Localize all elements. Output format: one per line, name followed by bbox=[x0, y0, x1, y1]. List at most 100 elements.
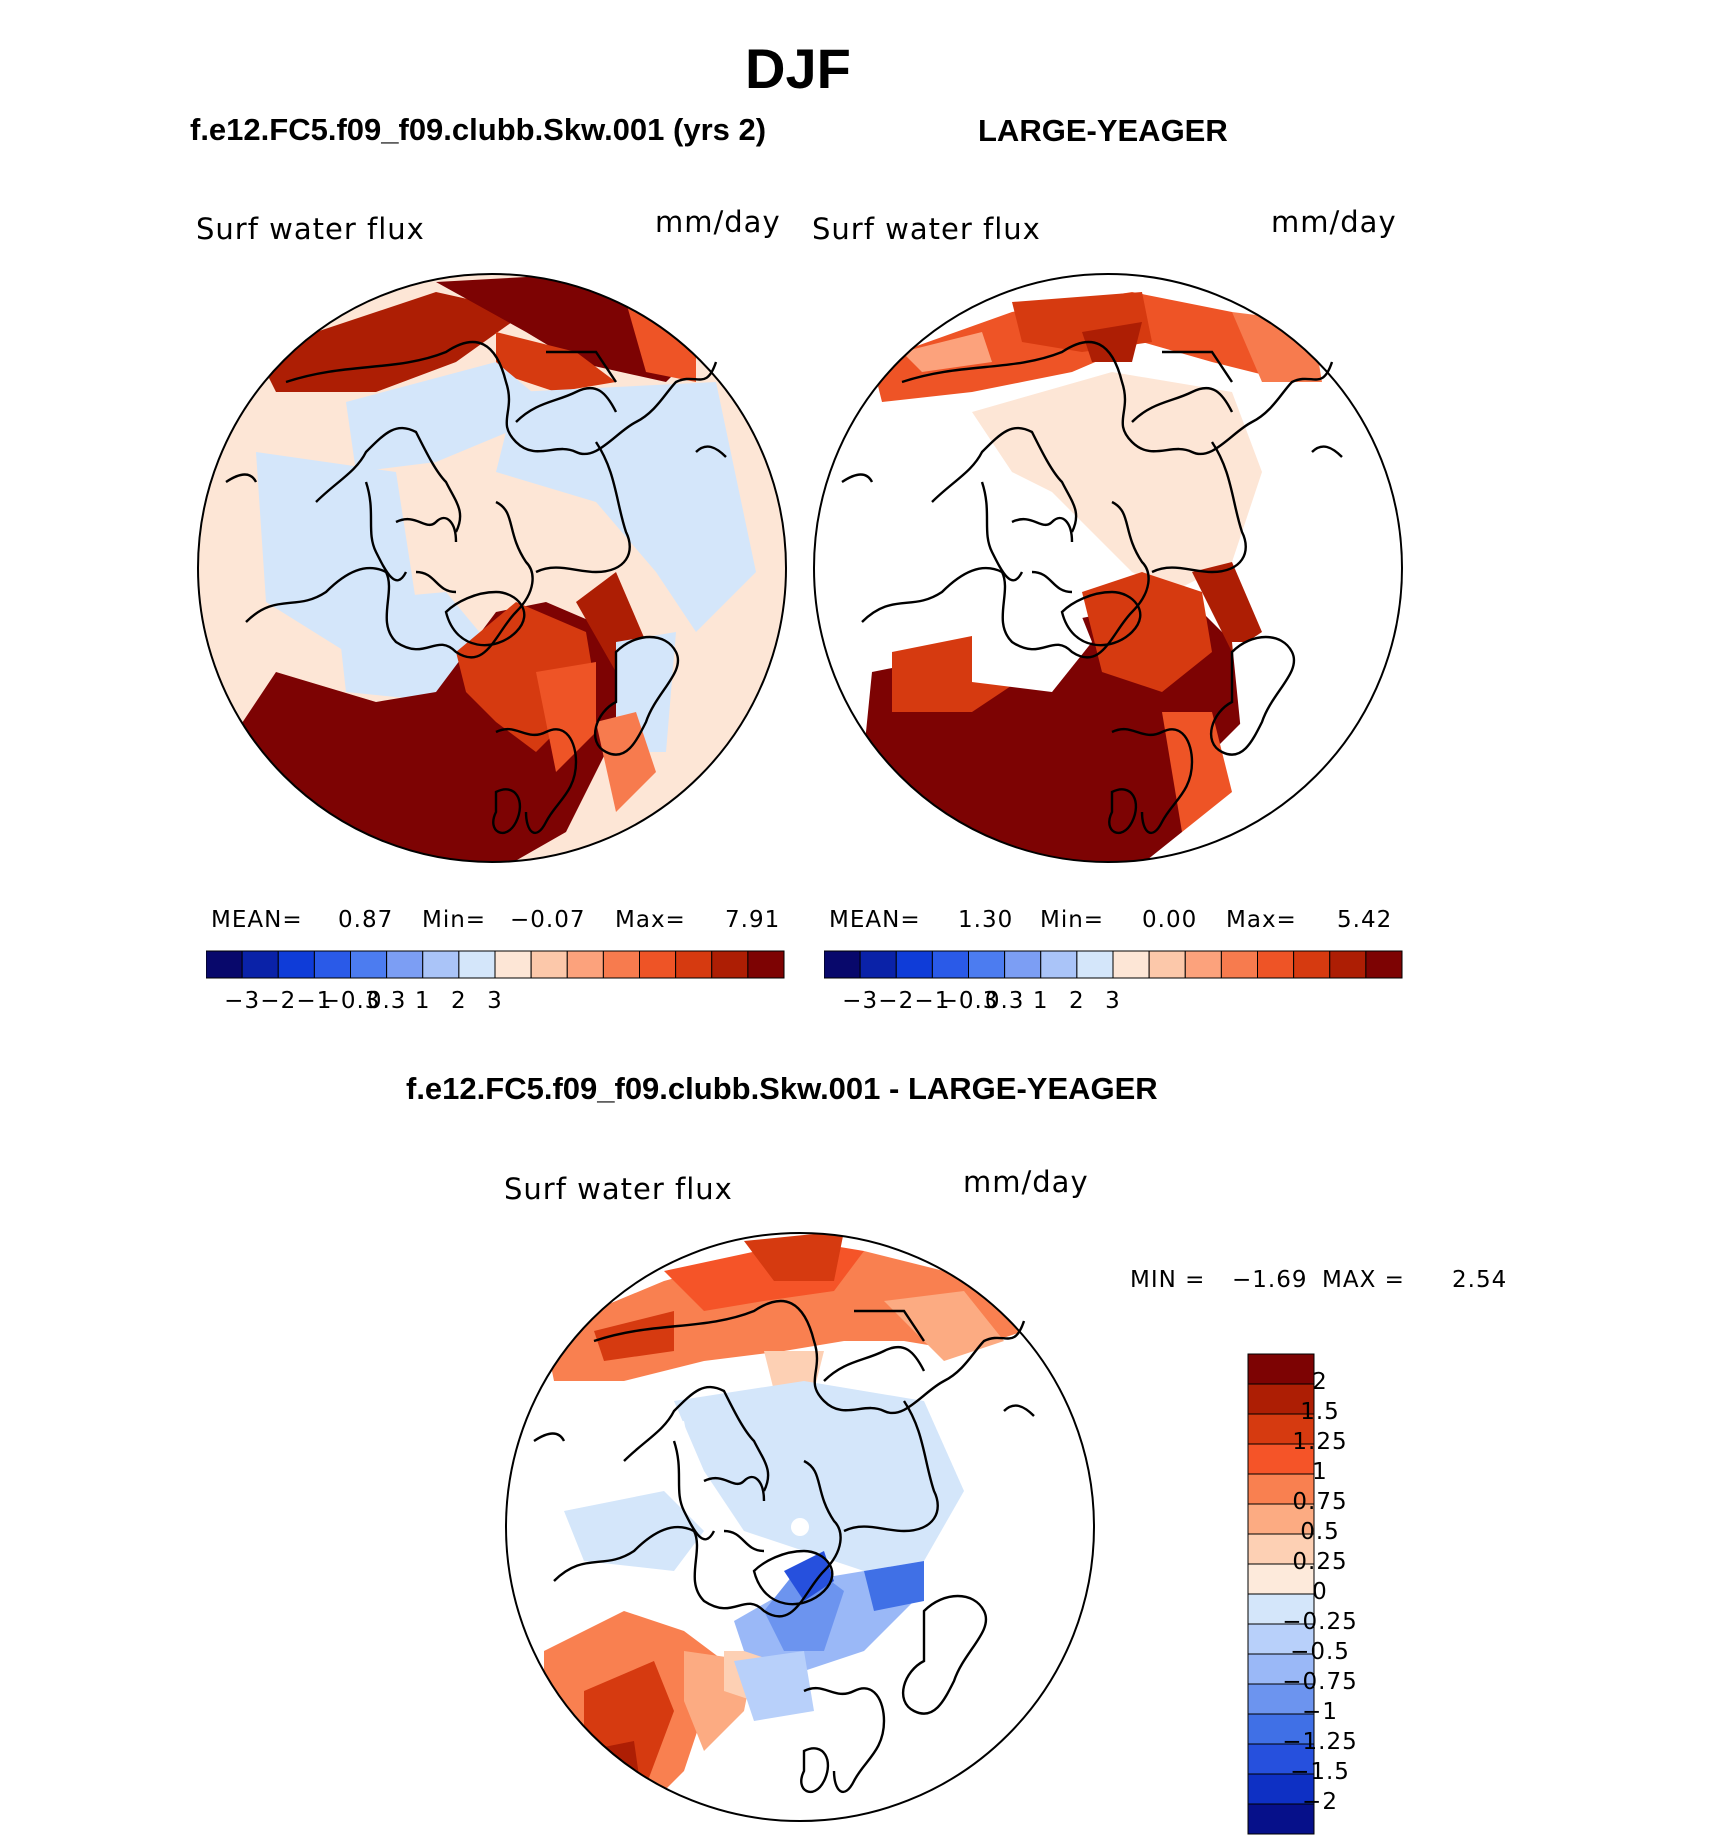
diff-colorbar-tick-label: −1.5 bbox=[1290, 1759, 1350, 1785]
panel-2-map bbox=[813, 273, 1403, 863]
panel-2-mean-label: MEAN= bbox=[829, 907, 921, 933]
diff-variable: Surf water flux bbox=[504, 1172, 733, 1206]
diff-colorbar-tick-label: −1 bbox=[1302, 1699, 1338, 1725]
diff-colorbar-swatch bbox=[1247, 1713, 1315, 1745]
diff-colorbar-tick-label: 2 bbox=[1312, 1369, 1328, 1395]
diff-colorbar-tick-label: −2 bbox=[1302, 1789, 1338, 1815]
colorbar-swatch bbox=[1076, 950, 1114, 979]
colorbar-swatch bbox=[824, 950, 861, 979]
colorbar-swatch bbox=[530, 950, 568, 979]
colorbar-tick-label: 3 bbox=[1105, 988, 1121, 1014]
diff-heading: f.e12.FC5.f09_f09.clubb.Skw.001 - LARGE-… bbox=[406, 1071, 1158, 1106]
colorbar-swatch bbox=[458, 950, 496, 979]
colorbar-swatch bbox=[422, 950, 460, 979]
diff-colorbar-swatch bbox=[1247, 1383, 1315, 1415]
panel-2-min-value: 0.00 bbox=[1142, 907, 1198, 933]
colorbar-swatch bbox=[277, 950, 315, 979]
panel-2-mean-value: 1.30 bbox=[958, 907, 1014, 933]
diff-max-label: MAX = bbox=[1322, 1267, 1405, 1293]
colorbar-swatch bbox=[494, 950, 532, 979]
panel-2-variable: Surf water flux bbox=[812, 212, 1041, 246]
main-title: DJF bbox=[745, 37, 851, 100]
panel-1-min-value: −0.07 bbox=[510, 907, 586, 933]
colorbar-tick-label: 2 bbox=[451, 988, 467, 1014]
panel-2-heading: LARGE-YEAGER bbox=[978, 113, 1228, 148]
colorbar-swatch bbox=[241, 950, 279, 979]
colorbar-swatch bbox=[1293, 950, 1331, 979]
colorbar-tick-label: −0.3 bbox=[938, 988, 999, 1014]
diff-min-label: MIN = bbox=[1130, 1267, 1206, 1293]
panel-1-max-value: 7.91 bbox=[725, 907, 781, 933]
colorbar-tick-label: 0.3 bbox=[366, 988, 407, 1014]
colorbar-swatch bbox=[1004, 950, 1042, 979]
colorbar-swatch bbox=[1040, 950, 1078, 979]
diff-colorbar-tick-label: 1 bbox=[1312, 1459, 1328, 1485]
panel-2-max-label: Max= bbox=[1226, 907, 1297, 933]
diff-colorbar-tick-label: 0.5 bbox=[1300, 1519, 1340, 1545]
panel-2-units: mm/day bbox=[1271, 205, 1397, 239]
diff-colorbar-swatch bbox=[1247, 1683, 1315, 1715]
colorbar-swatch bbox=[639, 950, 677, 979]
colorbar-swatch bbox=[1184, 950, 1222, 979]
diff-units: mm/day bbox=[963, 1165, 1089, 1199]
colorbar-swatch bbox=[350, 950, 388, 979]
colorbar-swatch bbox=[313, 950, 352, 979]
panel-1-map bbox=[197, 273, 787, 863]
panel-2-max-value: 5.42 bbox=[1337, 907, 1393, 933]
diff-min-value: −1.69 bbox=[1232, 1267, 1308, 1293]
colorbar-swatch bbox=[566, 950, 604, 979]
colorbar-tick-label: −1 bbox=[296, 988, 333, 1014]
panel-1-max-label: Max= bbox=[615, 907, 686, 933]
diff-colorbar-tick-label: 0.75 bbox=[1292, 1489, 1348, 1515]
diff-colorbar-tick-label: −1.25 bbox=[1282, 1729, 1358, 1755]
diff-map bbox=[505, 1232, 1095, 1822]
colorbar-swatch bbox=[1257, 950, 1295, 979]
diff-colorbar-swatch bbox=[1247, 1413, 1315, 1445]
colorbar-tick-label: 2 bbox=[1069, 988, 1085, 1014]
colorbar-swatch bbox=[1148, 950, 1186, 979]
colorbar-swatch bbox=[1329, 950, 1367, 979]
diff-colorbar-tick-label: −0.5 bbox=[1290, 1639, 1350, 1665]
diff-colorbar-swatch bbox=[1247, 1773, 1315, 1805]
colorbar-swatch bbox=[1365, 950, 1403, 979]
colorbar-swatch bbox=[931, 950, 970, 979]
diff-colorbar-tick-label: −0.25 bbox=[1282, 1609, 1358, 1635]
colorbar-swatch bbox=[711, 950, 749, 979]
diff-colorbar bbox=[1247, 1353, 1315, 1835]
diff-colorbar-swatch bbox=[1247, 1503, 1315, 1535]
diff-colorbar-swatch bbox=[1247, 1743, 1315, 1775]
panel-1-units: mm/day bbox=[655, 205, 781, 239]
colorbar-swatch bbox=[1220, 950, 1259, 979]
panel-1-mean-value: 0.87 bbox=[338, 907, 394, 933]
colorbar-swatch bbox=[206, 950, 243, 979]
colorbar-swatch bbox=[1112, 950, 1150, 979]
colorbar-tick-label: 1 bbox=[1032, 988, 1049, 1014]
diff-colorbar-tick-label: 0 bbox=[1312, 1579, 1328, 1605]
diff-colorbar-tick-label: −0.75 bbox=[1282, 1669, 1358, 1695]
colorbar-swatch bbox=[386, 950, 424, 979]
colorbar-tick-label: 1 bbox=[414, 988, 431, 1014]
panel-1-mean-label: MEAN= bbox=[211, 907, 303, 933]
colorbar-tick-label: −3 bbox=[224, 988, 261, 1014]
diff-colorbar-tick-label: 0.25 bbox=[1292, 1549, 1348, 1575]
colorbar-swatch bbox=[747, 950, 785, 979]
colorbar-swatch bbox=[895, 950, 933, 979]
panel-2-min-label: Min= bbox=[1040, 907, 1105, 933]
diff-max-value: 2.54 bbox=[1452, 1267, 1508, 1293]
colorbar-tick-label: 3 bbox=[487, 988, 503, 1014]
colorbar-tick-label: −1 bbox=[914, 988, 951, 1014]
colorbar-swatch bbox=[602, 950, 641, 979]
panel-2-colorbar bbox=[824, 950, 1403, 979]
diff-colorbar-swatch bbox=[1247, 1353, 1315, 1385]
colorbar-swatch bbox=[968, 950, 1006, 979]
diff-colorbar-tick-label: 1.5 bbox=[1300, 1399, 1340, 1425]
panel-1-colorbar bbox=[206, 950, 785, 979]
colorbar-swatch bbox=[859, 950, 897, 979]
panel-1-heading: f.e12.FC5.f09_f09.clubb.Skw.001 (yrs 2) bbox=[190, 112, 767, 147]
colorbar-tick-label: −2 bbox=[878, 988, 915, 1014]
colorbar-tick-label: −2 bbox=[260, 988, 297, 1014]
colorbar-tick-label: −3 bbox=[842, 988, 879, 1014]
colorbar-tick-label: −0.3 bbox=[320, 988, 381, 1014]
diff-colorbar-tick-label: 1.25 bbox=[1292, 1429, 1348, 1455]
colorbar-swatch bbox=[675, 950, 713, 979]
